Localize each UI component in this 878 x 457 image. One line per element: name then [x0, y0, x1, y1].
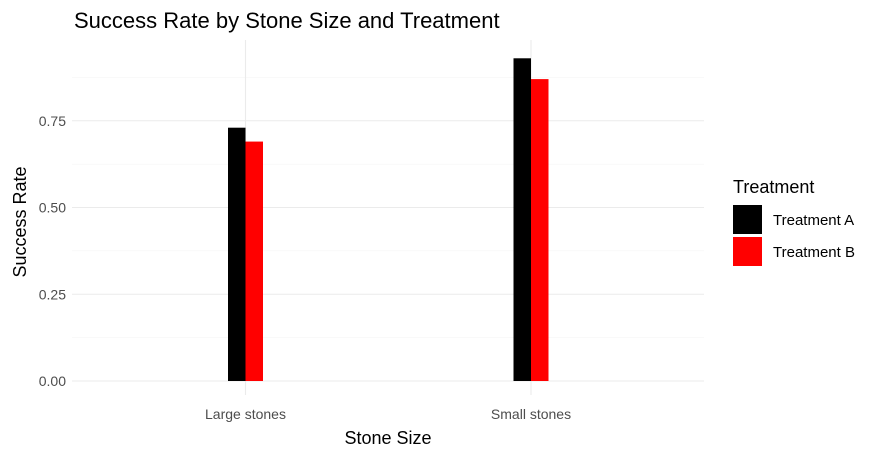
- bars: [228, 58, 549, 382]
- bar: [513, 58, 531, 381]
- bar: [245, 141, 263, 381]
- x-tick-label: Large stones: [205, 406, 286, 422]
- x-axis-title: Stone Size: [344, 428, 431, 448]
- y-tick-label: 0.50: [39, 200, 66, 216]
- x-tick-label: Small stones: [491, 406, 571, 422]
- legend-key: [733, 237, 762, 266]
- y-tick-label: 0.00: [39, 373, 66, 389]
- legend-label: Treatment B: [773, 244, 855, 261]
- y-tick-label: 0.25: [39, 286, 66, 302]
- legend-title: Treatment: [733, 177, 814, 197]
- tick-labels: 0.00 0.25 0.50 0.75 Large stones Small stones: [39, 113, 571, 422]
- chart-title: Success Rate by Stone Size and Treatment: [74, 8, 500, 33]
- y-axis-title: Success Rate: [10, 166, 30, 277]
- legend: Treatment Treatment A Treatment B: [733, 177, 855, 266]
- bar: [531, 79, 549, 382]
- legend-key: [733, 205, 762, 234]
- y-tick-label: 0.75: [39, 113, 66, 129]
- bar: [228, 127, 246, 381]
- grid: [72, 40, 704, 395]
- legend-label: Treatment A: [773, 212, 854, 229]
